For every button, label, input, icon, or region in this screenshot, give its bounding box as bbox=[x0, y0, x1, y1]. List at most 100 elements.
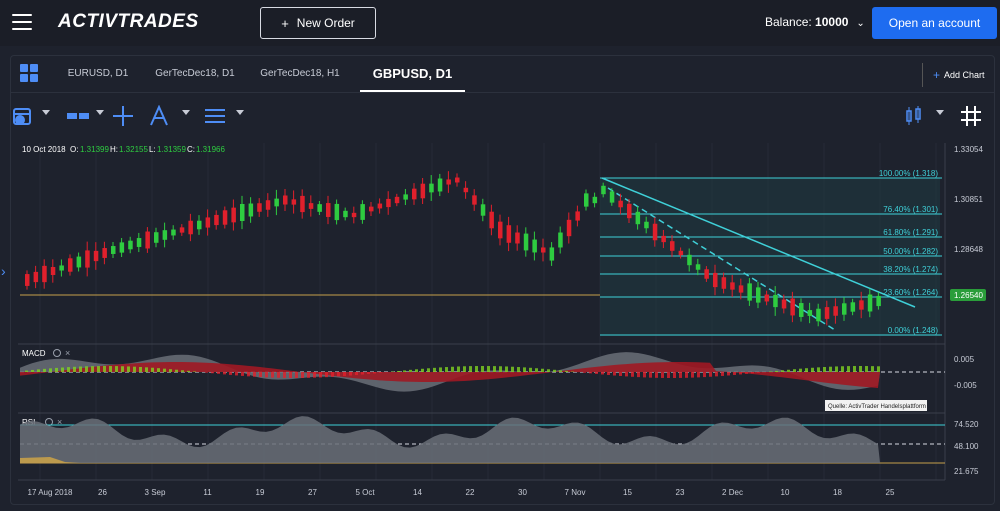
add-chart-button[interactable]: + Add Chart bbox=[922, 63, 994, 87]
rsi-close-icon[interactable]: × bbox=[57, 417, 62, 427]
macd-bar bbox=[703, 372, 706, 378]
macd-bar bbox=[145, 367, 148, 372]
candle bbox=[601, 185, 606, 195]
chevron-right-icon[interactable]: › bbox=[1, 263, 6, 279]
candle bbox=[197, 220, 202, 230]
macd-bar bbox=[103, 366, 106, 372]
price-tick: 1.30851 bbox=[954, 195, 983, 204]
macd-bar bbox=[157, 368, 160, 372]
candle bbox=[523, 233, 529, 251]
price-chart[interactable]: 100.00% (1.318) 76.40% (1.301) 61.80% (1.2… bbox=[10, 140, 995, 505]
macd-bar bbox=[805, 368, 808, 372]
calendar-icon[interactable] bbox=[12, 105, 34, 127]
macd-bar bbox=[163, 368, 166, 372]
add-chart-label: Add Chart bbox=[944, 70, 985, 80]
tab-gertecdec18-h1[interactable]: GerTecDec18, H1 bbox=[260, 68, 340, 79]
trend-line-upper[interactable] bbox=[601, 177, 916, 308]
candle bbox=[446, 179, 451, 185]
trend-line-lower[interactable] bbox=[607, 187, 836, 331]
time-tick: 25 bbox=[886, 488, 895, 497]
candle bbox=[403, 194, 408, 200]
macd-bar bbox=[37, 369, 40, 372]
macd-bar bbox=[661, 372, 664, 378]
new-order-button[interactable]: + New Order bbox=[260, 7, 376, 39]
candle bbox=[850, 302, 856, 312]
macd-bar bbox=[511, 366, 514, 372]
macd-bar bbox=[325, 372, 328, 378]
chevron-down-icon: ⌄ bbox=[856, 18, 865, 29]
macd-bar bbox=[355, 372, 358, 376]
macd-bar bbox=[775, 370, 778, 372]
macd-bar bbox=[547, 369, 550, 372]
macd-bar bbox=[43, 368, 46, 372]
calendar-dropdown-caret-icon[interactable] bbox=[42, 110, 50, 115]
macd-bar bbox=[583, 372, 586, 373]
indicators-caret-icon[interactable] bbox=[236, 110, 244, 115]
macd-bar bbox=[745, 372, 748, 374]
indicators-icon[interactable] bbox=[203, 105, 227, 127]
ohlc-close: 1.31966 bbox=[196, 145, 225, 154]
macd-bar bbox=[169, 369, 172, 372]
macd-bar bbox=[151, 367, 154, 372]
macd-bar bbox=[733, 372, 736, 375]
open-account-button[interactable]: Open an account bbox=[872, 7, 997, 39]
drawing-tool-icon[interactable] bbox=[148, 105, 170, 127]
candle bbox=[437, 178, 443, 192]
chart-style-icon[interactable] bbox=[905, 105, 923, 127]
time-tick: 7 Nov bbox=[565, 488, 586, 497]
candle bbox=[111, 246, 116, 254]
time-tick: 11 bbox=[203, 488, 212, 497]
balance-dropdown[interactable]: Balance: 10000 ⌄ bbox=[765, 15, 865, 29]
macd-bar bbox=[667, 372, 670, 378]
macd-settings-icon[interactable] bbox=[53, 349, 61, 357]
candle bbox=[248, 203, 254, 217]
macd-bar bbox=[379, 372, 382, 373]
macd-close-icon[interactable]: × bbox=[65, 348, 70, 358]
macd-bar bbox=[673, 372, 676, 378]
macd-bar bbox=[25, 370, 28, 372]
candle bbox=[532, 239, 537, 253]
candle bbox=[721, 277, 727, 289]
macd-bar bbox=[133, 366, 136, 372]
grid-toggle-icon[interactable] bbox=[960, 105, 982, 127]
candle bbox=[463, 187, 469, 193]
macd-bar bbox=[217, 372, 220, 374]
new-order-label: New Order bbox=[296, 16, 355, 30]
macd-bar bbox=[283, 372, 286, 378]
macd-bar bbox=[259, 372, 262, 378]
rsi-settings-icon[interactable] bbox=[45, 418, 53, 426]
candle bbox=[343, 210, 348, 218]
macd-bar bbox=[877, 366, 880, 372]
crosshair-icon[interactable] bbox=[112, 105, 134, 127]
candle-type-caret-icon[interactable] bbox=[96, 110, 104, 115]
tab-eurusd-d1[interactable]: EURUSD, D1 bbox=[67, 68, 129, 79]
macd-bar bbox=[175, 369, 178, 372]
macd-bar bbox=[373, 372, 376, 374]
macd-bar bbox=[715, 372, 718, 377]
macd-bar bbox=[403, 370, 406, 372]
layout-grid-icon[interactable] bbox=[20, 64, 38, 82]
candle bbox=[93, 250, 99, 262]
macd-bar bbox=[829, 366, 832, 372]
candle-type-icon[interactable] bbox=[65, 105, 91, 127]
chart-style-caret-icon[interactable] bbox=[936, 110, 944, 115]
candle bbox=[480, 204, 486, 216]
fib-level-label: 61.80% (1.291) bbox=[883, 228, 938, 237]
macd-bar bbox=[469, 366, 472, 372]
macd-bar bbox=[253, 372, 256, 377]
tab-gertecdec18-d1[interactable]: GerTecDec18, D1 bbox=[155, 68, 235, 79]
macd-bar bbox=[433, 367, 436, 372]
candle bbox=[205, 217, 211, 228]
macd-bar bbox=[523, 367, 526, 372]
candle bbox=[489, 211, 494, 229]
drawing-tool-caret-icon[interactable] bbox=[182, 110, 190, 115]
macd-bar bbox=[67, 367, 70, 372]
macd-bar bbox=[49, 368, 52, 372]
macd-label: MACD bbox=[22, 349, 46, 358]
rsi-tick: 74.520 bbox=[954, 420, 979, 429]
tab-gbpusd-d1[interactable]: GBPUSD, D1 bbox=[360, 55, 465, 92]
time-tick: 5 Oct bbox=[355, 488, 375, 497]
hamburger-menu-icon[interactable] bbox=[12, 14, 32, 32]
macd-bar bbox=[793, 369, 796, 372]
macd-bar bbox=[601, 372, 604, 375]
